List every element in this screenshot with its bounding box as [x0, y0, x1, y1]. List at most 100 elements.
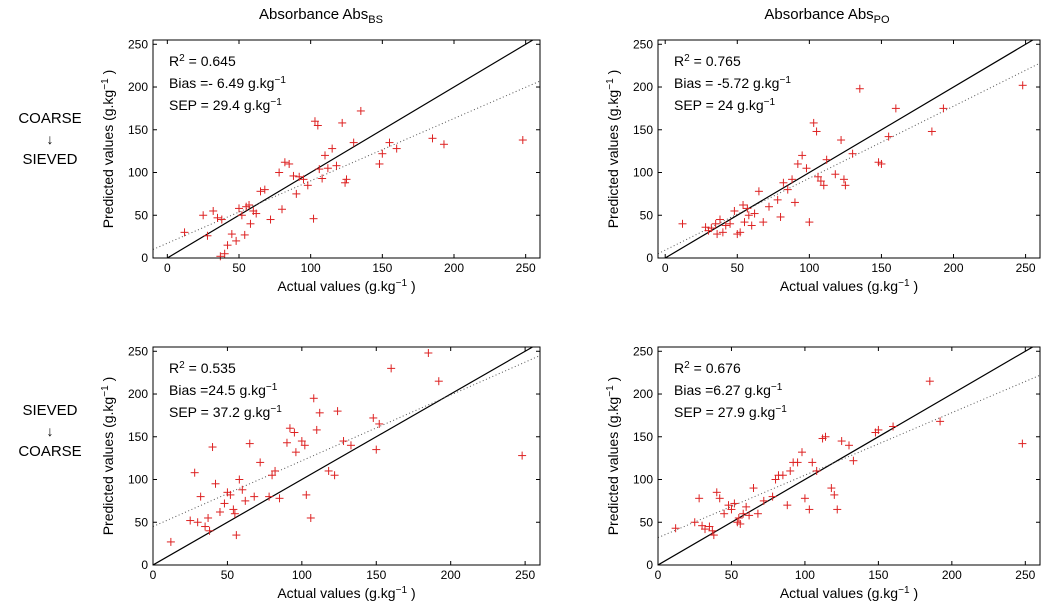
data-point — [805, 218, 814, 227]
data-point — [891, 104, 900, 113]
stats-line-3: SEP = 29.4 g.kg−1 — [169, 97, 282, 114]
data-point — [812, 466, 821, 475]
data-point — [290, 428, 299, 437]
data-point — [186, 516, 195, 525]
data-point — [285, 159, 294, 168]
data-point — [690, 518, 699, 527]
data-point — [313, 121, 322, 130]
data-point — [744, 211, 753, 220]
data-point — [518, 451, 527, 460]
data-point — [809, 118, 818, 127]
x-tick-label: 150 — [366, 568, 386, 582]
data-point — [750, 209, 759, 218]
data-point — [209, 206, 218, 215]
data-point — [678, 219, 687, 228]
data-point — [196, 492, 205, 501]
y-axis-label: Predicted values (g.kg−1 ) — [605, 377, 622, 536]
x-tick-label: 150 — [868, 568, 888, 582]
y-tick-label: 100 — [128, 473, 148, 487]
data-point — [800, 494, 809, 503]
data-point — [303, 181, 312, 190]
data-point — [805, 505, 814, 514]
data-point — [819, 181, 828, 190]
data-point — [739, 200, 748, 209]
data-point — [246, 219, 255, 228]
data-point — [201, 522, 210, 531]
data-point — [285, 424, 294, 433]
data-point — [821, 432, 830, 441]
data-point — [387, 364, 396, 373]
data-point — [372, 445, 381, 454]
y-tick-label: 0 — [141, 251, 148, 265]
data-point — [295, 172, 304, 181]
x-tick-label: 200 — [942, 568, 962, 582]
data-point — [302, 490, 311, 499]
column-title-po: Absorbance AbsPO — [677, 6, 977, 26]
data-point — [1018, 81, 1027, 90]
data-point — [232, 236, 241, 245]
data-point — [227, 230, 236, 239]
data-point — [740, 218, 749, 227]
data-point — [749, 484, 758, 493]
data-point — [730, 499, 739, 508]
x-tick-label: 150 — [871, 261, 891, 275]
data-point — [724, 501, 733, 510]
stats-line-1: R2 = 0.676 — [674, 360, 741, 377]
data-point — [939, 104, 948, 113]
x-tick-label: 0 — [150, 568, 157, 582]
data-point — [256, 187, 265, 196]
x-axis-label: Actual values (g.kg−1 ) — [780, 585, 918, 602]
data-point — [845, 441, 853, 450]
data-point — [925, 377, 934, 386]
data-point — [779, 178, 788, 187]
column-title-bs: Absorbance AbsBS — [171, 6, 471, 26]
data-point — [839, 175, 848, 184]
data-point — [705, 522, 714, 531]
data-point — [235, 204, 243, 213]
column-title-po-text: Absorbance Abs — [764, 6, 874, 23]
data-point — [220, 499, 229, 508]
data-point — [245, 439, 254, 448]
data-point — [428, 134, 437, 143]
x-axis-label: Actual values (g.kg−1 ) — [780, 278, 918, 295]
data-point — [877, 159, 886, 168]
data-point — [280, 158, 289, 167]
data-point — [217, 215, 226, 224]
data-point — [190, 468, 199, 477]
x-tick-label: 50 — [232, 261, 246, 275]
data-point — [808, 458, 817, 467]
column-title-bs-sub: BS — [368, 14, 383, 26]
data-point — [715, 494, 724, 503]
data-point — [223, 241, 232, 250]
y-tick-label: 50 — [640, 515, 654, 529]
data-point — [299, 175, 308, 184]
data-point — [315, 165, 324, 174]
data-point — [827, 484, 836, 493]
data-point — [841, 181, 850, 190]
data-points — [180, 106, 527, 261]
data-point — [220, 249, 229, 258]
data-point — [713, 230, 722, 239]
y-tick-label: 100 — [633, 166, 653, 180]
down-arrow-icon: ↓ — [46, 423, 54, 439]
data-point — [936, 417, 945, 426]
data-point — [812, 127, 821, 136]
data-point — [778, 471, 787, 480]
x-axis-label: Actual values (g.kg−1 ) — [277, 278, 415, 295]
row-label-1: COARSE ↓ SIEVED — [10, 110, 90, 168]
data-point — [250, 492, 259, 501]
data-points — [678, 81, 1027, 239]
data-point — [226, 490, 235, 499]
x-tick-label: 100 — [292, 568, 312, 582]
identity-line — [664, 40, 1034, 258]
data-point — [739, 509, 748, 518]
data-point — [822, 155, 831, 164]
data-point — [793, 159, 802, 168]
data-point — [855, 84, 864, 93]
data-point — [205, 526, 214, 535]
data-point — [742, 502, 751, 511]
data-point — [193, 518, 202, 527]
y-tick-label: 50 — [640, 208, 654, 222]
column-title-bs-text: Absorbance Abs — [259, 6, 369, 23]
y-tick-label: 150 — [128, 430, 148, 444]
